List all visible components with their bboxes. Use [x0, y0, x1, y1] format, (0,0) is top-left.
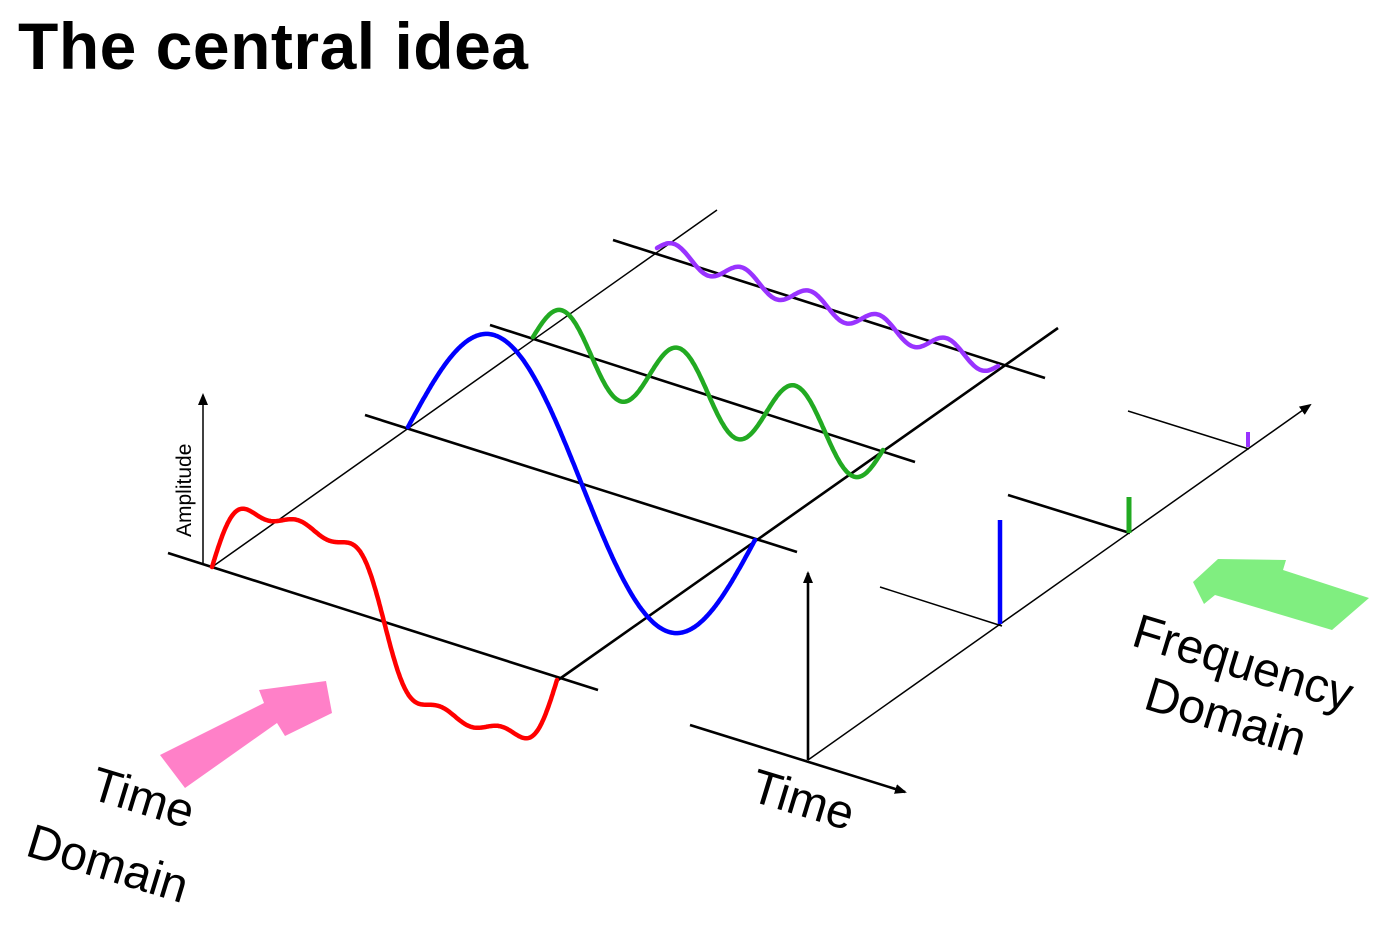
amplitude-label: Amplitude — [173, 444, 196, 537]
time-axis — [689, 723, 907, 794]
freq-tick-line-fundamental — [879, 586, 1003, 627]
grid-cross-line-third — [489, 323, 916, 464]
page-title: The central idea — [18, 9, 529, 83]
grid-rail-right — [557, 326, 1059, 682]
third-harmonic-wave — [530, 307, 886, 480]
freq-tick-line-fifth — [1127, 410, 1250, 450]
freq-tick-line-third — [1007, 493, 1131, 535]
fifth-harmonic-wave — [654, 240, 1001, 374]
frequency-domain-arrow — [1193, 559, 1369, 630]
time-domain-arrow — [160, 681, 332, 788]
frequency-axis — [807, 403, 1312, 761]
composite-wave — [209, 506, 560, 741]
grid-rail-left — [211, 209, 718, 568]
fundamental-wave — [405, 331, 758, 636]
